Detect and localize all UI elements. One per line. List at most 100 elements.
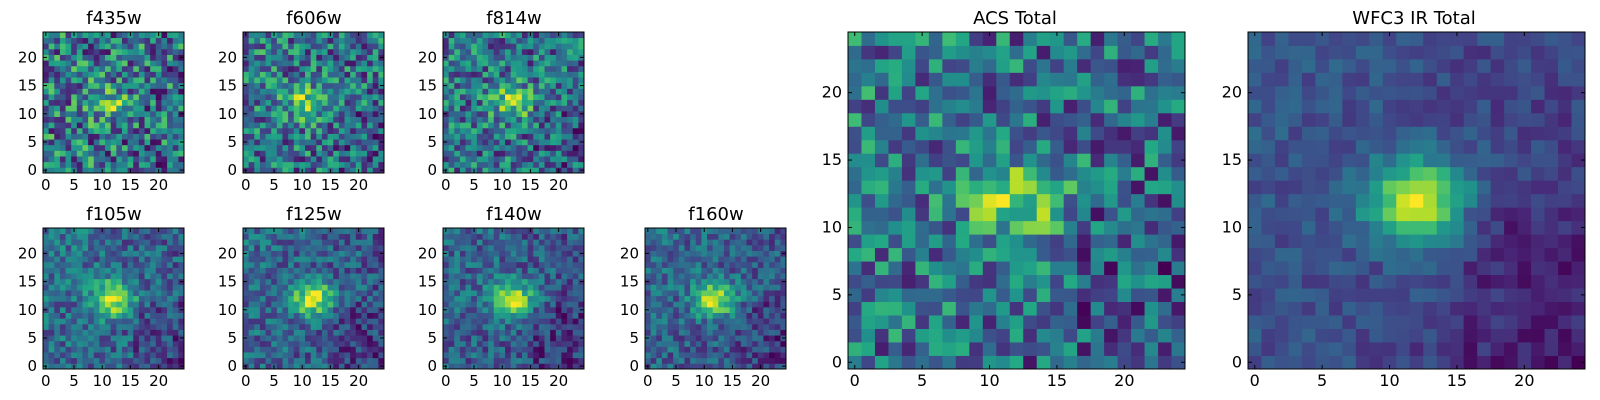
heatmap-cell xyxy=(350,239,357,246)
heatmap-cell xyxy=(723,346,730,353)
heatmap-cell xyxy=(499,48,506,55)
heatmap-cell xyxy=(88,156,95,163)
heatmap-cell xyxy=(443,88,450,95)
heatmap-cell xyxy=(367,99,374,106)
heatmap-cell xyxy=(1090,355,1105,370)
heatmap-cell xyxy=(333,65,340,72)
heatmap-cell xyxy=(361,150,368,157)
heatmap-cell xyxy=(555,116,562,123)
heatmap-cell xyxy=(752,290,759,297)
heatmap-cell xyxy=(763,301,770,308)
heatmap-cell xyxy=(243,267,250,274)
heatmap-cell xyxy=(982,315,997,329)
heatmap-cell xyxy=(167,150,174,157)
heatmap-cell xyxy=(465,273,472,280)
heatmap-cell xyxy=(1090,274,1105,289)
heatmap-cell xyxy=(372,250,379,257)
heatmap-cell xyxy=(510,295,517,302)
heatmap-cell xyxy=(538,167,545,174)
heatmap-cell xyxy=(54,116,61,123)
heatmap-cell xyxy=(527,233,534,240)
heatmap-cell xyxy=(54,105,61,112)
heatmap-cell xyxy=(305,48,312,55)
heatmap-cell xyxy=(555,82,562,89)
heatmap-cell xyxy=(293,32,300,39)
heatmap-cell xyxy=(661,306,668,313)
y-tick-label: 15 xyxy=(418,77,437,95)
heatmap-cell xyxy=(533,250,540,257)
heatmap-cell xyxy=(110,267,117,274)
heatmap-cell xyxy=(88,127,95,134)
heatmap-cell xyxy=(499,329,506,336)
x-tick-label: 5 xyxy=(671,372,681,390)
heatmap-cell xyxy=(533,228,540,235)
heatmap-cell xyxy=(243,156,250,163)
heatmap-cell xyxy=(254,267,261,274)
heatmap-cell xyxy=(293,357,300,364)
heatmap-cell xyxy=(59,150,66,157)
heatmap-cell xyxy=(448,105,455,112)
heatmap-cell xyxy=(333,156,340,163)
heatmap-cell xyxy=(361,295,368,302)
heatmap-cell xyxy=(271,60,278,67)
heatmap-cell xyxy=(915,180,930,195)
heatmap-cell xyxy=(65,256,72,263)
heatmap-cell xyxy=(321,167,328,174)
heatmap-cell xyxy=(510,352,517,359)
heatmap-cell xyxy=(499,267,506,274)
heatmap-cell xyxy=(265,357,272,364)
heatmap-cell xyxy=(448,77,455,84)
heatmap-cell xyxy=(1158,207,1172,222)
heatmap-cell xyxy=(684,363,691,370)
heatmap-cell xyxy=(172,239,179,246)
heatmap-cell xyxy=(533,352,540,359)
heatmap-cell xyxy=(521,363,528,370)
heatmap-cell xyxy=(448,88,455,95)
heatmap-cell xyxy=(774,306,781,313)
heatmap-cell xyxy=(482,94,489,101)
heatmap-cell xyxy=(265,352,272,359)
heatmap-cell xyxy=(338,37,345,44)
heatmap-cell xyxy=(476,318,483,325)
heatmap-cell xyxy=(178,329,185,336)
heatmap-cell xyxy=(454,363,461,370)
heatmap-cell xyxy=(265,278,272,285)
heatmap-cell xyxy=(707,290,714,297)
heatmap-cell xyxy=(757,261,764,268)
panel-title: ACS Total xyxy=(973,8,1057,29)
heatmap-cell xyxy=(178,144,185,151)
heatmap-cell xyxy=(88,99,95,106)
heatmap-cell xyxy=(178,323,185,330)
heatmap-cell xyxy=(71,88,78,95)
heatmap-cell xyxy=(144,233,151,240)
heatmap-cell xyxy=(338,32,345,39)
heatmap-cell xyxy=(276,88,283,95)
heatmap-cell xyxy=(378,77,385,84)
heatmap-cell xyxy=(88,105,95,112)
heatmap-cell xyxy=(355,116,362,123)
heatmap-cell xyxy=(288,43,295,50)
heatmap-cell xyxy=(482,144,489,151)
heatmap-cell xyxy=(718,261,725,268)
heatmap-cell xyxy=(555,133,562,140)
heatmap-cell xyxy=(248,329,255,336)
heatmap-cell xyxy=(561,363,568,370)
heatmap-cell xyxy=(344,110,351,117)
heatmap-cell xyxy=(82,312,89,319)
heatmap-cell xyxy=(521,122,528,129)
heatmap-cell xyxy=(367,110,374,117)
heatmap-cell xyxy=(1131,261,1145,276)
heatmap-cell xyxy=(661,244,668,251)
heatmap-cell xyxy=(259,150,266,157)
heatmap-cell xyxy=(752,278,759,285)
heatmap-cell xyxy=(723,329,730,336)
heatmap-cell xyxy=(780,239,787,246)
heatmap-cell xyxy=(88,273,95,280)
heatmap-cell xyxy=(333,77,340,84)
heatmap-cell xyxy=(305,363,312,370)
heatmap-cell xyxy=(327,43,334,50)
heatmap-cell xyxy=(155,312,162,319)
heatmap-cell xyxy=(996,342,1011,356)
heatmap-cell xyxy=(133,335,140,342)
heatmap-cell xyxy=(338,105,345,112)
